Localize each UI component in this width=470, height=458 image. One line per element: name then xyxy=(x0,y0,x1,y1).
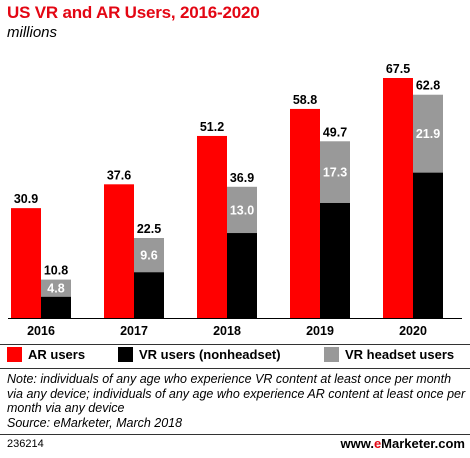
bar-ar-2018 xyxy=(197,135,227,318)
label-vr-headset-2017: 9.6 xyxy=(140,249,157,263)
label-vr-total-2020: 62.8 xyxy=(416,79,440,93)
brand-rest: Marketer.com xyxy=(381,436,465,451)
bar-vr-headset-2019 xyxy=(320,141,350,203)
label-vr-headset-2018: 13.0 xyxy=(230,203,254,217)
bar-vr-nonheadset-2018 xyxy=(227,233,257,318)
chart-id: 236214 xyxy=(7,438,44,450)
label-vr-total-2016: 10.8 xyxy=(44,264,68,278)
legend-item-vr-headset: VR headset users xyxy=(324,347,454,362)
bar-vr-headset-2018 xyxy=(227,186,257,234)
legend-swatch-vr-headset xyxy=(324,347,339,362)
label-vr-total-2017: 22.5 xyxy=(137,222,161,236)
legend: AR users VR users (nonheadset) VR headse… xyxy=(0,345,470,365)
label-vr-total-2019: 49.7 xyxy=(323,125,347,139)
brand-prefix: www. xyxy=(340,436,374,451)
legend-item-vr-nonheadset: VR users (nonheadset) xyxy=(118,347,281,362)
bar-vr-nonheadset-2016 xyxy=(41,296,71,318)
legend-label-vr-headset: VR headset users xyxy=(345,347,455,362)
legend-divider xyxy=(0,344,470,345)
tick-label-2020: 2020 xyxy=(399,324,427,338)
bar-ar-2020 xyxy=(383,78,413,318)
label-vr-headset-2019: 17.3 xyxy=(323,166,347,180)
tick-label-2018: 2018 xyxy=(213,324,241,338)
legend-label-vr-nonheadset: VR users (nonheadset) xyxy=(139,347,281,362)
brand-e: e xyxy=(373,436,382,451)
tick-label-2016: 2016 xyxy=(27,324,55,338)
footer-divider xyxy=(0,434,470,435)
bar-vr-headset-2016 xyxy=(41,279,71,297)
label-ar-2018: 51.2 xyxy=(200,120,224,134)
label-ar-2019: 58.8 xyxy=(293,93,317,107)
bar-vr-nonheadset-2020 xyxy=(413,172,443,318)
bar-ar-2019 xyxy=(290,108,320,318)
bar-vr-nonheadset-2017 xyxy=(134,272,164,318)
label-ar-2017: 37.6 xyxy=(107,168,131,182)
note-text: Note: individuals of any age who experie… xyxy=(7,372,466,415)
bar-vr-headset-2017 xyxy=(134,238,164,273)
bar-vr-headset-2020 xyxy=(413,94,443,173)
bar-ar-2017 xyxy=(104,184,134,318)
brand-logo: www.eMarketer.com xyxy=(340,436,465,451)
label-ar-2020: 67.5 xyxy=(386,62,410,76)
label-ar-2016: 30.9 xyxy=(14,192,38,206)
legend-label-ar: AR users xyxy=(28,347,86,362)
tick-label-2017: 2017 xyxy=(120,324,148,338)
legend-item-ar: AR users xyxy=(7,347,85,362)
source-text: Source: eMarketer, March 2018 xyxy=(7,415,183,430)
legend-swatch-vr-nonheadset xyxy=(118,347,133,362)
legend-swatch-ar xyxy=(7,347,22,362)
tick-label-2019: 2019 xyxy=(306,324,334,338)
bar-chart: 30.9 4.8 10.8 2016 37.6 9.6 22.5 2017 51.2 13.0 36… xyxy=(8,62,462,338)
bar-vr-nonheadset-2019 xyxy=(320,202,350,318)
footnote: Note: individuals of any age who experie… xyxy=(7,372,467,430)
label-vr-headset-2020: 21.9 xyxy=(416,127,440,141)
chart-title: US VR and AR Users, 2016-2020 xyxy=(7,3,260,22)
note-divider xyxy=(0,368,470,369)
label-vr-total-2018: 36.9 xyxy=(230,171,254,185)
bar-ar-2016 xyxy=(11,208,41,318)
label-vr-headset-2016: 4.8 xyxy=(47,282,64,296)
chart-subtitle: millions xyxy=(7,24,58,41)
